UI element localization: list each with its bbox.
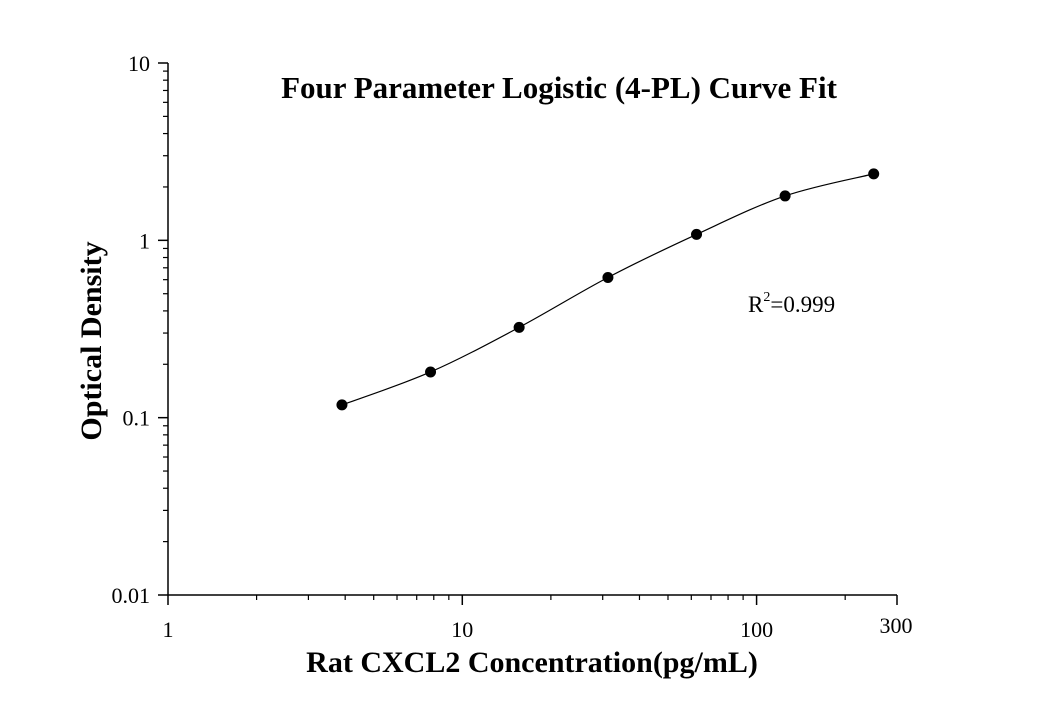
- fit-curve-layer: [341, 173, 874, 406]
- y-tick-label: 1: [139, 228, 150, 253]
- data-points-layer: [336, 168, 880, 411]
- y-axis-label: Optical Density: [75, 241, 108, 440]
- data-point: [336, 399, 348, 411]
- y-tick-label: 0.1: [123, 406, 151, 431]
- data-point: [513, 321, 525, 333]
- r-squared-superscript: 2: [763, 290, 770, 305]
- tick-labels-layer: 1 10 100 300 0.01 0.1 1 10: [112, 51, 913, 642]
- data-point: [868, 168, 880, 180]
- r-squared-letter: R: [748, 292, 764, 317]
- data-point: [691, 228, 703, 240]
- x-tick-label: 1: [163, 617, 174, 642]
- y-tick-label: 10: [128, 51, 150, 76]
- chart-title: Four Parameter Logistic (4-PL) Curve Fit: [281, 70, 838, 105]
- x-tick-label: 300: [880, 613, 913, 638]
- y-tick-label: 0.01: [112, 583, 151, 608]
- r-squared-value: =0.999: [770, 292, 835, 317]
- axes-layer: [167, 63, 897, 596]
- ticks-layer: [158, 62, 898, 605]
- x-axis-label: Rat CXCL2 Concentration(pg/mL): [306, 646, 758, 679]
- r-squared-annotation: R2=0.999: [748, 290, 835, 317]
- data-point: [425, 366, 437, 378]
- x-tick-label: 10: [451, 617, 473, 642]
- data-point: [779, 190, 791, 202]
- data-point: [602, 272, 614, 284]
- fit-curve: [341, 173, 874, 406]
- x-tick-label: 100: [740, 617, 773, 642]
